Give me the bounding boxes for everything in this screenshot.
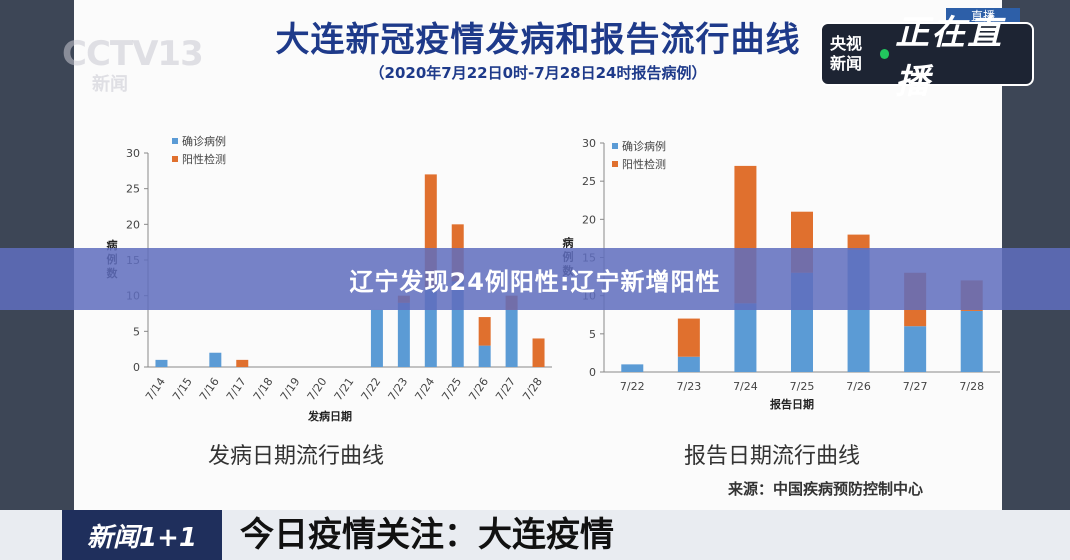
live-badge: 央视 新闻 正在直播 (820, 13, 1034, 102)
chart2-bar-confirmed (621, 364, 644, 372)
headline-overlay: 辽宁发现24例阳性:辽宁新增阳性 (0, 248, 1070, 310)
chart2-y-tick-label: 0 (589, 366, 596, 379)
chart2-x-tick-label: 7/27 (903, 380, 928, 393)
chart2-bar-confirmed (677, 356, 700, 372)
chart1-caption: 发病日期流行曲线 (208, 444, 385, 469)
chart1-bar-confirmed (370, 309, 383, 367)
chart2-x-tick-label: 7/24 (733, 380, 758, 393)
chart1-y-tick-label: 25 (126, 183, 140, 196)
chart2-legend-label: 确诊病例 (622, 139, 666, 153)
chart2-legend-label: 阳性检测 (622, 157, 666, 171)
chart2-legend-swatch (612, 161, 618, 167)
chart1-x-axis-label: 发病日期 (307, 409, 352, 423)
chart1-x-tick-label: 7/19 (278, 375, 303, 403)
chart1-y-axis-label: 病 (107, 238, 118, 252)
chart2-bar-confirmed (734, 303, 757, 372)
source-note: 来源：中国疾病预防控制中心 (728, 480, 924, 498)
cctv-logo: CCTV13 新闻 (62, 34, 204, 104)
chart2-bar-positive (677, 318, 700, 357)
chart1-bar-positive (532, 338, 545, 367)
live-badge-text: 正在直播 (895, 13, 1004, 102)
chart2-legend-swatch (612, 143, 618, 149)
chart1-x-tick-label: 7/16 (197, 375, 222, 403)
chart1-x-tick-label: 7/26 (466, 375, 491, 403)
chart2-x-tick-label: 7/22 (620, 380, 645, 393)
chart2-y-tick-label: 5 (589, 328, 596, 341)
chart2-x-tick-label: 7/23 (677, 380, 702, 393)
chart1-x-tick-label: 7/20 (305, 375, 330, 403)
chart1-bar-confirmed (209, 352, 222, 367)
chart2-bar-confirmed (904, 326, 927, 372)
chart1-x-tick-label: 7/14 (143, 375, 168, 403)
program-logo: 新闻1+1 (62, 510, 222, 560)
chart1-x-tick-label: 7/18 (251, 375, 276, 403)
chart1-legend-label: 阳性检测 (182, 152, 226, 166)
chart1-x-tick-label: 7/17 (224, 375, 249, 403)
chart1-bar-confirmed (397, 302, 410, 367)
sub-title: （2020年7月22日0时-7月28日24时报告病例） (369, 64, 707, 82)
chart2-bar-confirmed (960, 310, 983, 372)
chart1-y-tick-label: 5 (133, 325, 140, 338)
chart1-y-tick-label: 20 (126, 218, 140, 231)
live-badge-channel: 央视 新闻 (822, 34, 874, 74)
chart1-bar-positive (236, 359, 249, 367)
chart1-x-tick-label: 7/27 (493, 375, 518, 403)
chart2-x-tick-label: 7/25 (790, 380, 815, 393)
chart1-x-tick-label: 7/23 (386, 375, 411, 403)
live-badge-line2: 新闻 (830, 54, 863, 73)
live-dot-icon (879, 49, 890, 59)
chart2-y-tick-label: 30 (582, 137, 596, 150)
chart1-y-tick-label: 0 (133, 361, 140, 374)
chart1-x-tick-label: 7/15 (170, 375, 195, 403)
ticker-text: 今日疫情关注：大连疫情 (240, 515, 614, 555)
headline-text: 辽宁发现24例阳性:辽宁新增阳性 (349, 267, 721, 296)
chart1-bar-confirmed (505, 309, 518, 367)
chart1-x-tick-label: 7/21 (332, 375, 357, 403)
chart2-bar-positive (847, 234, 870, 250)
chart2-y-tick-label: 20 (582, 213, 596, 226)
chart1-x-tick-label: 7/24 (412, 375, 437, 403)
chart1-y-tick-label: 30 (126, 147, 140, 160)
cctv-logo-text: CCTV13 (62, 34, 204, 74)
chart1-bar-positive (478, 317, 491, 346)
live-corner-tag: 直播 (946, 8, 1020, 24)
chart1-legend-label: 确诊病例 (182, 134, 226, 148)
live-badge-line1: 央视 (830, 34, 863, 53)
chart2-x-axis-label: 报告日期 (770, 397, 814, 411)
chart1-legend-swatch (172, 138, 178, 144)
chart1-x-tick-label: 7/22 (359, 375, 384, 403)
chart1-bar-confirmed (155, 359, 168, 367)
chart1-legend-swatch (172, 156, 178, 162)
chart2-x-tick-label: 7/26 (846, 380, 871, 393)
chart1-x-tick-label: 7/25 (439, 375, 464, 403)
main-title: 大连新冠疫情发病和报告流行曲线 (275, 20, 801, 60)
chart1-x-tick-label: 7/28 (520, 375, 545, 403)
chart2-caption: 报告日期流行曲线 (684, 444, 861, 469)
chart1-bar-confirmed (478, 345, 491, 367)
chart2-y-axis-label: 病 (563, 236, 574, 250)
chart2-y-tick-label: 25 (582, 175, 596, 188)
chart2-x-tick-label: 7/28 (959, 380, 984, 393)
cctv-logo-subtext: 新闻 (92, 74, 128, 95)
